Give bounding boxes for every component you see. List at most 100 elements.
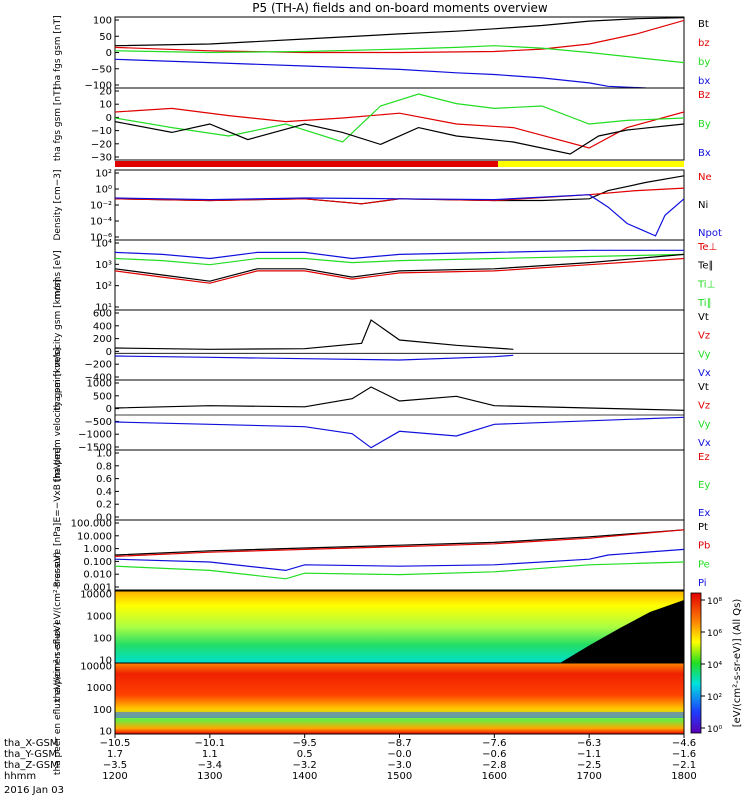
legend-Vx: Vx	[698, 438, 711, 449]
legend-Vx: Vx	[698, 368, 711, 379]
legend-Vy: Vy	[698, 349, 711, 360]
y-axis-label: tha peem velocity gsm [km/s]	[53, 348, 63, 483]
x-tick-label: 1600	[482, 771, 507, 782]
y-tick-label: 600	[93, 309, 112, 320]
panel-frame	[114, 309, 685, 381]
y-tick-label: 10	[99, 727, 112, 738]
ion-spectrogram-dropout	[560, 600, 684, 663]
mode-bar-slow	[115, 161, 498, 167]
y-tick-label: −10	[91, 126, 112, 137]
series-Pi	[115, 548, 684, 572]
panel-frame	[114, 239, 685, 311]
legend-Ti∥: Ti∥	[697, 298, 712, 309]
series-Vt	[115, 386, 684, 411]
legend-by: by	[698, 57, 710, 68]
panel-frame	[114, 169, 685, 241]
legend-Vt: Vt	[698, 312, 709, 323]
x-tick-label: −2.1	[672, 760, 696, 771]
panel-frame	[114, 87, 685, 161]
legend-By: By	[698, 119, 711, 130]
y-tick-label: 0.001	[83, 583, 112, 594]
mode-bar-fast	[498, 161, 684, 167]
panel-frame	[114, 519, 685, 591]
y-tick-label: −400	[85, 373, 112, 384]
colorbar-tick-label: 10⁴	[707, 661, 722, 671]
y-tick-label: 10⁻²	[90, 201, 112, 212]
x-tick-label: 1500	[387, 771, 412, 782]
y-tick-label: 0.0	[96, 513, 112, 524]
y-tick-label: 10⁻⁴	[90, 217, 112, 228]
x-tick-label: −6.3	[577, 738, 601, 749]
x-tick-label: 1800	[671, 771, 696, 782]
legend-Ti⊥: Ti⊥	[697, 279, 715, 290]
x-tick-label: −2.8	[482, 760, 506, 771]
series-Npot	[115, 194, 684, 237]
x-tick-label: −1.1	[577, 749, 601, 760]
series-group	[115, 17, 684, 88]
series-group	[115, 175, 684, 237]
colorbar: 10⁸ 10⁶ 10⁴ 10² 10⁰ [eV/(cm²-s-sr-eV)] (All …	[690, 592, 743, 735]
y-axis-label: tha fgs gsm [nT]	[53, 15, 63, 89]
series-by	[115, 45, 684, 64]
y-axis-label: Density [cm−3]	[53, 169, 63, 240]
y-tick-label: −1500	[78, 443, 112, 454]
colorbar-tick-label: 10⁰	[707, 725, 722, 735]
x-tick-label: −0.0	[387, 749, 411, 760]
y-tick-label: 400	[93, 321, 112, 332]
colorbar-tick-label: 10²	[707, 693, 722, 703]
legend-Pi: Pi	[698, 578, 707, 589]
y-tick-label: 0.6	[96, 474, 112, 485]
series-group	[115, 319, 684, 361]
y-tick-label: 10.000	[77, 531, 112, 542]
y-tick-label: 1.0	[96, 449, 112, 460]
y-tick-label: 100.000	[71, 519, 112, 530]
legend-Ey: Ey	[698, 480, 710, 491]
panel-4: 10⁴ 10³ 10² 10¹ moms [eV] Te⊥ Te∥ Ti⊥ Ti∥	[53, 239, 717, 314]
x-tick-label: 1200	[102, 771, 127, 782]
x-tick-label: −2.5	[577, 760, 601, 771]
x-row-label: hhmm	[4, 771, 36, 782]
y-tick-label: 1000	[87, 612, 112, 623]
x-tick-label: −3.4	[198, 760, 222, 771]
colorbar-tick-label: 10⁸	[707, 597, 722, 607]
x-tick-label: −10.5	[100, 738, 131, 749]
y-tick-label: 1.000	[83, 544, 112, 555]
series-Bx	[115, 121, 684, 155]
electron-spectrogram-band	[115, 712, 684, 718]
y-tick-label: 20	[99, 87, 112, 98]
series-bx	[115, 58, 647, 88]
y-tick-label: 100	[93, 16, 112, 27]
y-tick-label: 0.4	[96, 487, 112, 498]
y-axis-label: tha fgs gsm [nT]	[53, 87, 63, 161]
series-Ti∥	[115, 249, 684, 260]
series-Vt	[115, 319, 514, 350]
y-tick-label: 0	[106, 404, 112, 415]
y-tick-label: −200	[85, 360, 112, 371]
y-tick-label: 500	[93, 391, 112, 402]
series-Ti⊥	[115, 253, 684, 266]
series-Bz	[115, 107, 684, 149]
y-tick-label: −50	[91, 64, 112, 75]
y-tick-label: 10000	[80, 662, 112, 673]
x-tick-label: −3.5	[103, 760, 127, 771]
y-axis-label: tha peim velocity gsm [km/s]	[53, 279, 63, 411]
x-tick-label: −4.6	[672, 738, 696, 749]
series-bz	[115, 19, 684, 54]
legend-Ne: Ne	[698, 172, 712, 183]
y-tick-label: 0	[106, 347, 112, 358]
x-row-label: tha_X-GSM	[4, 738, 58, 749]
legend-Vy: Vy	[698, 419, 711, 430]
x-row-label: tha_Z-GSM	[4, 760, 59, 771]
series-group	[115, 249, 684, 284]
legend-Bt: Bt	[698, 19, 709, 30]
x-tick-label: −7.6	[482, 738, 506, 749]
series-Pe	[115, 561, 684, 580]
legend-Te⊥: Te⊥	[697, 242, 717, 253]
x-axis: tha_X-GSM −10.5 −10.1 −9.5 −8.7 −7.6 −6.3 −4.6 t…	[4, 734, 697, 782]
colorbar-gradient	[690, 592, 702, 734]
x-tick-label: 1300	[197, 771, 222, 782]
y-axis-label: Pressure [nPa]	[53, 523, 63, 588]
